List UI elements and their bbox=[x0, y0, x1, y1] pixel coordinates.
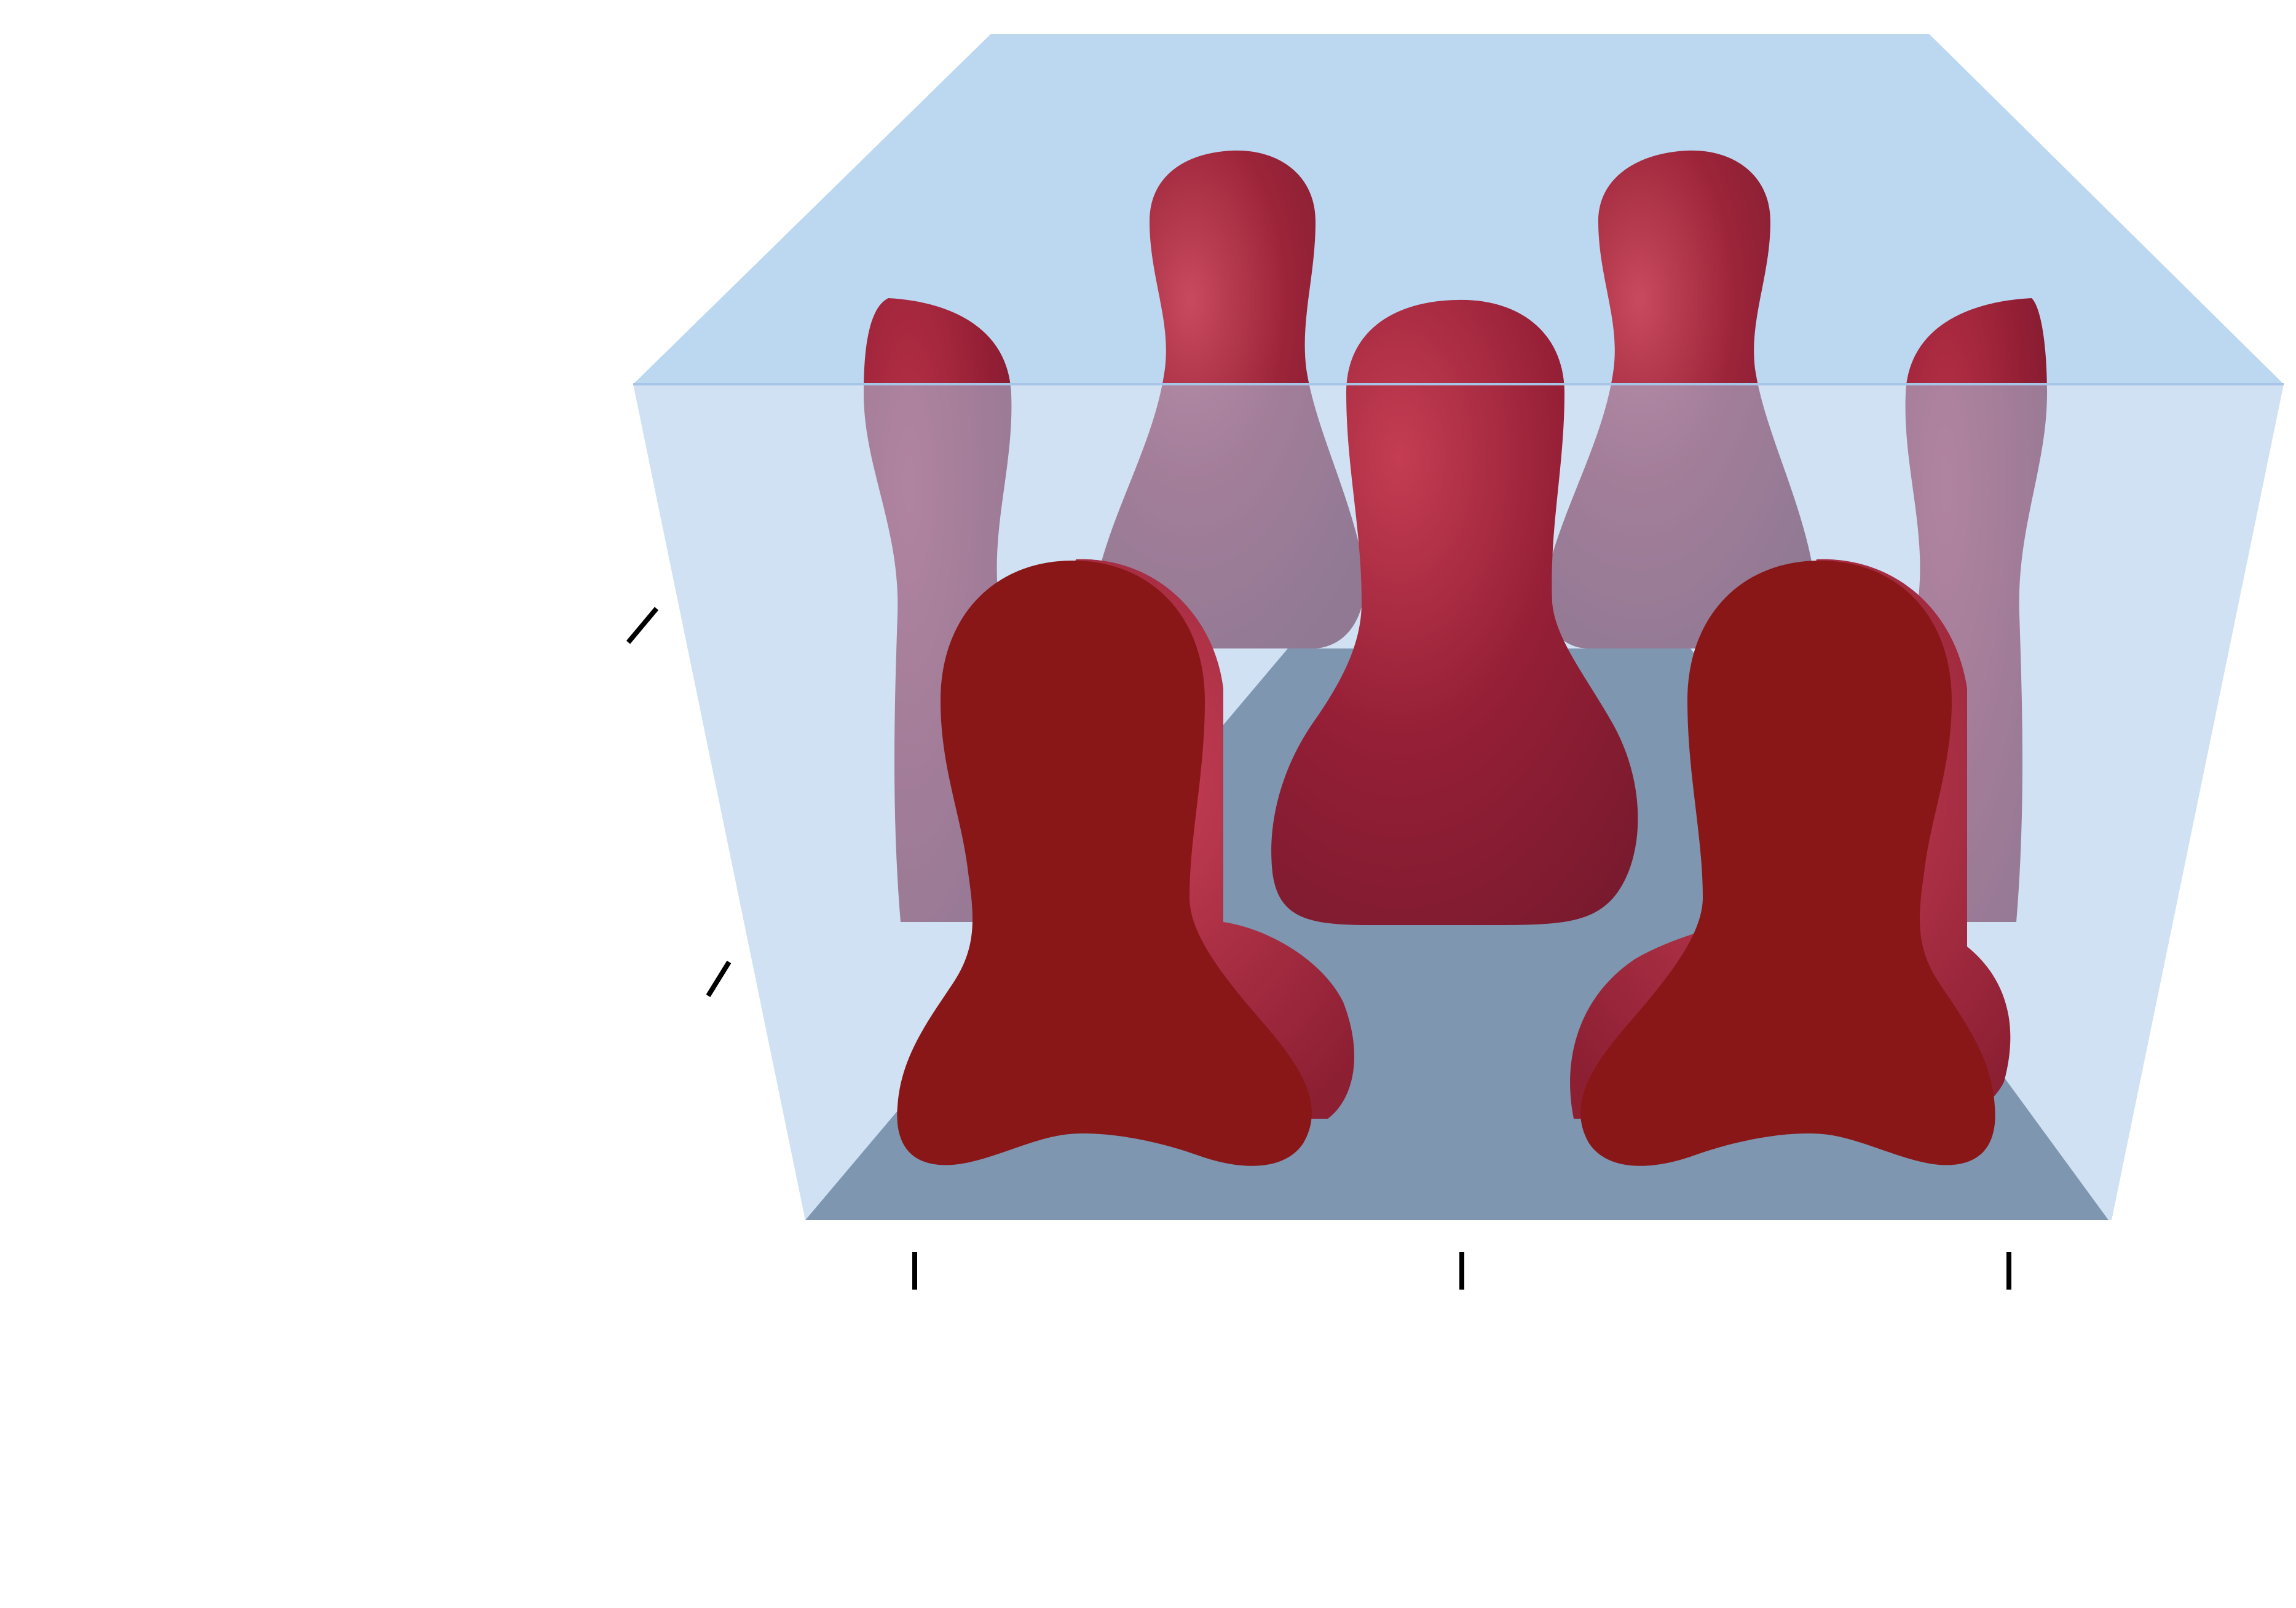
axis-ticks bbox=[626, 607, 2011, 1290]
front-left-slab bbox=[897, 561, 1312, 1166]
box-top-face bbox=[633, 34, 2284, 384]
depth-tick-2 bbox=[706, 960, 732, 998]
front-right-slab bbox=[1580, 561, 1995, 1166]
depth-tick-1 bbox=[626, 607, 659, 644]
center-bulb bbox=[1271, 299, 1638, 925]
